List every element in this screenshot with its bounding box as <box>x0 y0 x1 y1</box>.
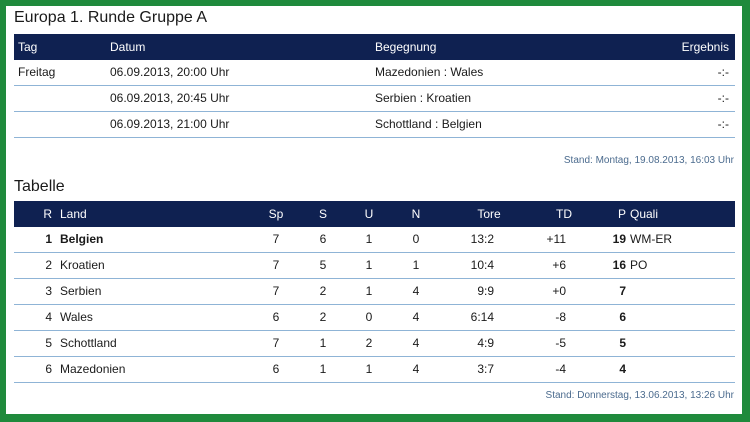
team-name[interactable]: Mazedonien <box>60 362 126 376</box>
rank: 1 <box>45 232 52 246</box>
rank: 5 <box>45 336 52 350</box>
table-row: 6 Mazedonien 6 1 1 4 3:7 -4 4 <box>14 357 735 383</box>
matches-stand: Stand: Montag, 19.08.2013, 16:03 Uhr <box>563 155 734 166</box>
match-date: 06.09.2013, 21:00 Uhr <box>110 117 230 131</box>
goals: 9:9 <box>477 284 494 298</box>
match-day: Freitag <box>18 65 56 79</box>
team-name[interactable]: Belgien <box>60 232 104 246</box>
points: 5 <box>619 336 626 350</box>
team-name[interactable]: Kroatien <box>60 258 105 272</box>
qualification: WM-ER <box>630 232 672 246</box>
col-sp: Sp <box>268 207 284 221</box>
standings-header-row: R Land Sp S U N Tore TD P Quali <box>14 201 735 227</box>
table-row: 5 Schottland 7 1 2 4 4:9 -5 5 <box>14 331 735 357</box>
points: 16 <box>612 258 626 272</box>
draws: 1 <box>365 258 373 272</box>
matches-table: Tag Datum Begegnung Ergebnis Freitag 06.… <box>14 34 735 138</box>
goal-diff: -4 <box>555 362 566 376</box>
col-s: S <box>318 207 327 221</box>
matches-title: Europa 1. Runde Gruppe A <box>14 9 208 26</box>
col-rank: R <box>43 207 52 221</box>
goal-diff: -5 <box>555 336 566 350</box>
match-fixture[interactable]: Schottland : Belgien <box>375 117 482 131</box>
goals: 6:14 <box>470 310 494 324</box>
games: 6 <box>272 310 280 324</box>
games: 7 <box>272 336 280 350</box>
match-result: -:- <box>717 91 729 105</box>
rank: 3 <box>45 284 52 298</box>
rank: 4 <box>45 310 52 324</box>
match-result: -:- <box>717 117 729 131</box>
points: 6 <box>619 310 626 324</box>
col-p: P <box>617 207 626 221</box>
match-fixture[interactable]: Mazedonien : Wales <box>375 65 484 79</box>
wins: 2 <box>319 284 327 298</box>
col-tore: Tore <box>477 207 501 221</box>
col-ergebnis: Ergebnis <box>681 40 729 54</box>
points: 19 <box>612 232 626 246</box>
losses: 4 <box>412 336 420 350</box>
wins: 1 <box>319 336 327 350</box>
match-date: 06.09.2013, 20:00 Uhr <box>110 65 230 79</box>
goal-diff: +0 <box>552 284 566 298</box>
goals: 10:4 <box>470 258 494 272</box>
points: 7 <box>619 284 626 298</box>
losses: 0 <box>412 232 420 246</box>
losses: 1 <box>412 258 420 272</box>
rank: 2 <box>45 258 52 272</box>
wins: 6 <box>319 232 327 246</box>
qualification: PO <box>630 258 648 272</box>
games: 6 <box>272 362 280 376</box>
wins: 5 <box>319 258 327 272</box>
match-row: 06.09.2013, 21:00 Uhr Schottland : Belgi… <box>14 112 735 138</box>
col-tag: Tag <box>18 40 38 54</box>
losses: 4 <box>412 310 420 324</box>
draws: 0 <box>365 310 373 324</box>
wins: 2 <box>319 310 327 324</box>
goal-diff: -8 <box>555 310 566 324</box>
col-td: TD <box>556 207 572 221</box>
standings-stand: Stand: Donnerstag, 13.06.2013, 13:26 Uhr <box>545 390 734 401</box>
match-row: 06.09.2013, 20:45 Uhr Serbien : Kroatien… <box>14 86 735 112</box>
col-u: U <box>364 207 374 221</box>
matches-header-row: Tag Datum Begegnung Ergebnis <box>14 34 735 60</box>
team-name[interactable]: Schottland <box>60 336 117 350</box>
match-row: Freitag 06.09.2013, 20:00 Uhr Mazedonien… <box>14 60 735 86</box>
match-fixture[interactable]: Serbien : Kroatien <box>375 91 472 105</box>
table-row: 2 Kroatien 7 5 1 1 10:4 +6 16 PO <box>14 253 735 279</box>
wins: 1 <box>319 362 327 376</box>
match-result: -:- <box>717 65 729 79</box>
table-row: 3 Serbien 7 2 1 4 9:9 +0 7 <box>14 279 735 305</box>
draws: 1 <box>365 284 373 298</box>
losses: 4 <box>412 362 420 376</box>
goals: 13:2 <box>470 232 494 246</box>
standings-table: R Land Sp S U N Tore TD P Quali 1 Belgie… <box>14 201 735 383</box>
col-datum: Datum <box>110 40 146 54</box>
col-quali: Quali <box>630 207 659 221</box>
games: 7 <box>272 258 280 272</box>
table-row: 1 Belgien 7 6 1 0 13:2 +11 19 WM-ER <box>14 227 735 253</box>
match-date: 06.09.2013, 20:45 Uhr <box>110 91 230 105</box>
draws: 1 <box>365 232 373 246</box>
goal-diff: +6 <box>552 258 566 272</box>
goals: 4:9 <box>477 336 494 350</box>
col-n: N <box>411 207 421 221</box>
games: 7 <box>272 284 280 298</box>
content-panel: Europa 1. Runde Gruppe A Tag Datum Begeg… <box>6 6 742 414</box>
points: 4 <box>619 362 626 376</box>
draws: 1 <box>365 362 373 376</box>
draws: 2 <box>365 336 373 350</box>
table-row: 4 Wales 6 2 0 4 6:14 -8 6 <box>14 305 735 331</box>
team-name[interactable]: Wales <box>60 310 93 324</box>
team-name[interactable]: Serbien <box>60 284 102 298</box>
col-begegnung: Begegnung <box>375 40 437 54</box>
rank: 6 <box>45 362 52 376</box>
standings-title: Tabelle <box>14 178 65 195</box>
col-land: Land <box>60 207 87 221</box>
goals: 3:7 <box>477 362 494 376</box>
losses: 4 <box>412 284 420 298</box>
games: 7 <box>272 232 280 246</box>
goal-diff: +11 <box>546 232 566 246</box>
